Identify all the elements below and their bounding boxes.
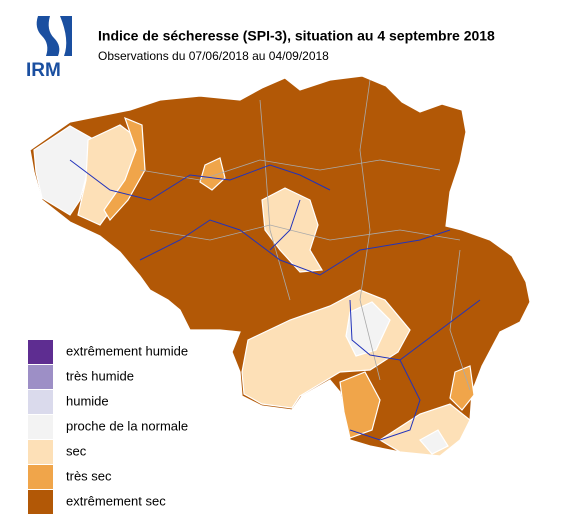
legend-swatch [28,365,53,389]
region-very-dry [103,116,146,222]
legend-label: très sec [66,468,112,483]
map [29,75,531,457]
legend-swatch [28,415,53,439]
logo-wave [60,16,72,56]
legend-label: très humide [66,368,134,383]
legend-label: humide [66,393,109,408]
legend-swatch [28,490,53,514]
legend-swatch [28,465,53,489]
legend-swatch [28,340,53,364]
region-normal [33,125,96,216]
subtitle: Observations du 07/06/2018 au 04/09/2018 [98,49,329,63]
legend-label: extrêmement humide [66,343,188,358]
legend-swatch [28,390,53,414]
logo: IRM [26,16,72,81]
region-very-dry [449,365,475,411]
rivers [69,159,481,441]
borders [139,79,471,391]
region-dry [378,403,471,457]
legend: extrêmement humide très humide humide proch… [28,340,188,514]
logo-wave [36,16,60,56]
region-very-dry [199,157,226,191]
legend-label: extrêmement sec [66,493,166,508]
logo-text: IRM [26,60,61,81]
region-normal [345,301,391,357]
legend-label: sec [66,443,87,458]
legend-label: proche de la normale [66,418,188,433]
title: Indice de sécheresse (SPI-3), situation … [98,28,495,44]
region-very-dry [339,371,381,439]
legend-swatch [28,440,53,464]
region-normal [419,429,449,455]
